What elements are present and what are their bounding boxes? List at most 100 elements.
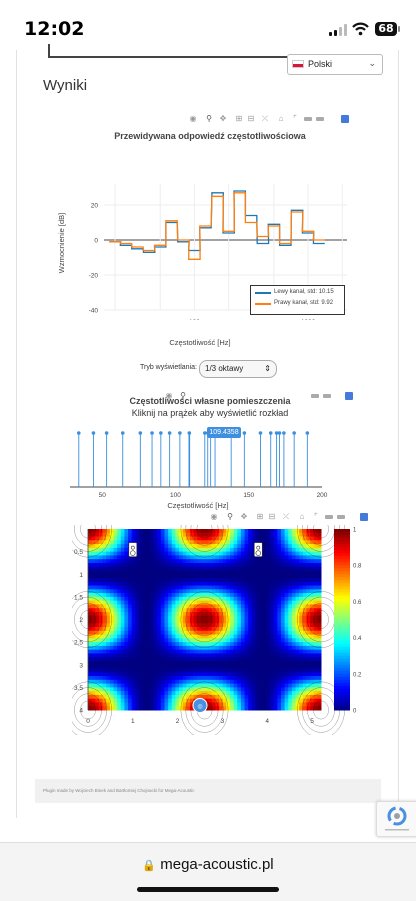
hover-compare-icon[interactable] [316,117,324,121]
heatmap-cell [142,683,147,688]
colorbar-segment [334,607,350,611]
heatmap-cell [273,679,278,685]
room-modes-chart[interactable]: 50 100 150 200 [60,425,340,500]
heatmap-cell [106,657,111,662]
heatmap-cell [95,694,100,700]
heatmap-cell [197,593,202,598]
heatmap-y-tick-label: 3.5 [74,685,83,692]
heatmap-cell [273,581,278,587]
heatmap-cell [124,551,129,556]
heatmap-cell [240,687,246,692]
heatmap-cell [135,551,140,556]
heatmap-cell [222,642,227,647]
heatmap-cell [295,672,300,677]
heatmap-cell [193,600,198,605]
heatmap-cell [157,642,162,647]
heatmap-cell [288,551,293,556]
heatmap-cell [270,694,275,700]
pan-icon[interactable]: ✥ [240,512,248,521]
plotly-logo-icon[interactable] [360,513,368,521]
autoscale-icon[interactable]: ⤫ [282,512,290,521]
heatmap-cell [317,593,322,598]
legend-left-label[interactable]: Lewy kanał, std: 10.15 [274,289,334,295]
home-icon[interactable]: ⌂ [278,114,284,123]
language-select[interactable]: Polski ⌄ [287,54,383,75]
heatmap-cell [142,581,147,587]
hover-compare-icon[interactable] [337,515,345,519]
heatmap-cell [200,600,205,605]
autoscale-icon[interactable]: ⤫ [261,114,269,123]
display-mode-select[interactable]: 1/3 oktawy ⇕ [199,360,277,378]
heatmap-cell [98,634,104,639]
heatmap-cell [91,627,96,632]
heatmap-cell [233,562,238,568]
heatmap-cell [186,683,191,688]
browser-address-bar[interactable]: 🔒 mega-acoustic.pl [0,842,416,901]
camera-icon[interactable]: ◉ [210,512,218,521]
mode-distribution-heatmap[interactable]: 0 1 2 3 4 50.511.522.533.54◎00.20.40.60.81 [72,525,372,735]
heatmap-cell [197,547,202,553]
heatmap-cell [284,645,289,651]
heatmap-cell [142,657,147,662]
heatmap-cell [120,611,125,617]
pan-icon[interactable]: ✥ [219,114,227,123]
heatmap-cell [88,642,93,647]
colorbar-segment [334,598,350,602]
heatmap-cell [135,615,140,620]
home-indicator[interactable] [137,887,279,892]
heatmap-cell [288,630,293,636]
recaptcha-badge[interactable] [376,801,416,837]
zoom-icon[interactable]: ⚲ [206,114,212,123]
plotly-logo-icon[interactable] [341,115,349,123]
heatmap-cell [233,581,238,587]
heatmap-cell [229,649,235,654]
zoom-in-icon[interactable]: ⊞ [235,114,243,123]
zoom-out-icon[interactable]: ⊟ [247,114,255,123]
camera-icon[interactable]: ◉ [189,114,197,123]
heatmap-cell [179,559,184,564]
heatmap-cell [248,547,253,553]
heatmap-cell [299,638,304,643]
y-tick-label: -40 [89,308,99,315]
heatmap-cell [240,627,246,632]
heatmap-cell [88,668,93,673]
heatmap-cell [251,611,256,617]
hover-closest-icon[interactable] [325,515,333,519]
heatmap-cell [280,642,286,647]
heatmap-cell [273,600,278,605]
heatmap-cell [160,581,165,587]
hover-closest-icon[interactable] [304,117,312,121]
heatmap-cell [135,683,140,688]
heatmap-cell [157,702,162,707]
heatmap-cell [310,544,315,549]
colorbar-segment [334,613,350,617]
spike-icon[interactable]: ⌜ [293,114,297,123]
heatmap-cell [95,600,100,605]
heatmap-cell [168,536,173,541]
heatmap-cell [229,551,235,556]
hover-compare-icon[interactable] [323,394,331,398]
camera-icon[interactable]: ◉ [165,391,173,400]
heatmap-cell [266,562,271,568]
zoom-out-icon[interactable]: ⊟ [268,512,276,521]
heatmap-cell [302,529,307,534]
heatmap-cell [171,698,176,703]
heatmap-cell [244,676,249,681]
legend-right-label[interactable]: Prawy kanał, std: 9.92 [274,300,334,306]
zoom-in-icon[interactable]: ⊞ [256,512,264,521]
heatmap-cell [237,664,242,670]
heatmap-cell [95,683,100,688]
heatmap-cell [91,672,96,677]
spike-icon[interactable]: ⌜ [314,512,318,521]
heatmap-cell [240,676,246,681]
home-icon[interactable]: ⌂ [299,512,305,521]
plotly-logo-icon[interactable] [345,392,353,400]
heatmap-cell [200,544,205,549]
hover-closest-icon[interactable] [311,394,319,398]
heatmap-cell [98,559,104,564]
zoom-icon[interactable]: ⚲ [227,512,233,521]
heatmap-cell [128,615,133,620]
heatmap-cell [277,574,282,579]
zoom-icon[interactable]: ⚲ [180,391,186,400]
heatmap-cell [222,581,227,587]
